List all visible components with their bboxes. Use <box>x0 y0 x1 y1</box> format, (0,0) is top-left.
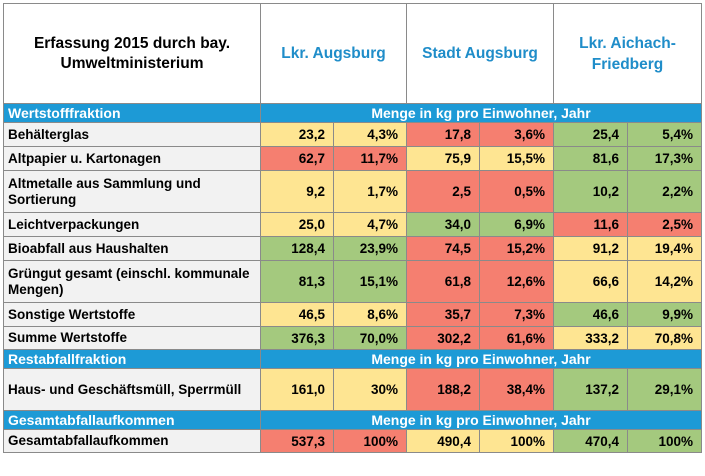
section-title: Restabfallfraktion <box>3 349 261 369</box>
table-title: Erfassung 2015 durch bay. Umweltminister… <box>3 3 261 104</box>
row-label: Sonstige Wertstoffe <box>3 302 261 327</box>
value-percent-cell: 1,7% <box>333 170 407 213</box>
value-kg-cell: 74,5 <box>406 236 480 261</box>
section-unit-note: Menge in kg pro Einwohner, Jahr <box>259 103 703 123</box>
table-row: Sonstige Wertstoffe 46,5 8,6% 35,7 7,3% 46,6 9… <box>3 302 703 327</box>
value-kg-cell: 35,7 <box>406 302 480 327</box>
value-percent-cell: 2,2% <box>627 170 703 213</box>
section-title: Gesamtabfallaufkommen <box>3 410 261 430</box>
value-kg-cell: 81,3 <box>260 260 334 303</box>
value-kg-cell: 333,2 <box>553 326 629 350</box>
value-percent-cell: 15,5% <box>478 146 555 171</box>
value-percent-cell: 15,2% <box>478 236 555 261</box>
value-kg-cell: 23,2 <box>260 122 334 147</box>
value-kg-cell: 75,9 <box>406 146 480 171</box>
value-kg-cell: 188,2 <box>406 368 480 411</box>
value-kg-cell: 11,6 <box>553 212 629 237</box>
row-label: Gesamtabfallaufkommen <box>3 429 261 453</box>
section-header-row: Wertstofffraktion Menge in kg pro Einwohn… <box>3 103 703 123</box>
value-percent-cell: 30% <box>333 368 407 411</box>
value-kg-cell: 17,8 <box>406 122 480 147</box>
value-kg-cell: 91,2 <box>553 236 629 261</box>
value-kg-cell: 34,0 <box>406 212 480 237</box>
value-percent-cell: 61,6% <box>478 326 555 350</box>
value-percent-cell: 100% <box>478 429 555 453</box>
value-percent-cell: 14,2% <box>627 260 703 303</box>
table-row: Haus- und Geschäftsmüll, Sperrmüll 161,0 3… <box>3 368 703 411</box>
value-percent-cell: 38,4% <box>478 368 555 411</box>
value-kg-cell: 46,6 <box>553 302 629 327</box>
value-kg-cell: 25,0 <box>260 212 334 237</box>
waste-statistics-table: Erfassung 2015 durch bay. Umweltminister… <box>3 3 703 453</box>
value-kg-cell: 61,8 <box>406 260 480 303</box>
row-label: Altpapier u. Kartonagen <box>3 146 261 171</box>
table-row: Grüngut gesamt (einschl. kommunale Menge… <box>3 260 703 303</box>
value-percent-cell: 100% <box>333 429 407 453</box>
row-label: Altmetalle aus Sammlung und Sortierung <box>3 170 261 213</box>
region-header-lkr-augsburg: Lkr. Augsburg <box>260 3 407 104</box>
value-kg-cell: 128,4 <box>260 236 334 261</box>
table-row: Behälterglas 23,2 4,3% 17,8 3,6% 25,4 5,4% <box>3 122 703 147</box>
section-unit-note: Menge in kg pro Einwohner, Jahr <box>259 410 703 430</box>
row-label: Grüngut gesamt (einschl. kommunale Menge… <box>3 260 261 303</box>
region-header-stadt-augsburg: Stadt Augsburg <box>405 3 555 104</box>
value-percent-cell: 4,3% <box>333 122 407 147</box>
row-label: Leichtverpackungen <box>3 212 261 237</box>
row-label: Bioabfall aus Haushalten <box>3 236 261 261</box>
section-header-row: Restabfallfraktion Menge in kg pro Einwoh… <box>3 349 703 369</box>
value-percent-cell: 23,9% <box>333 236 407 261</box>
value-percent-cell: 7,3% <box>478 302 555 327</box>
value-kg-cell: 137,2 <box>553 368 629 411</box>
value-percent-cell: 19,4% <box>627 236 703 261</box>
table-row: Altpapier u. Kartonagen 62,7 11,7% 75,9 15,5… <box>3 146 703 171</box>
table-row: Gesamtabfallaufkommen 537,3 100% 490,4 100% 4… <box>3 429 703 453</box>
value-kg-cell: 10,2 <box>553 170 629 213</box>
row-label: Behälterglas <box>3 122 261 147</box>
value-percent-cell: 29,1% <box>627 368 703 411</box>
section-unit-note: Menge in kg pro Einwohner, Jahr <box>259 349 703 369</box>
value-kg-cell: 9,2 <box>260 170 334 213</box>
value-percent-cell: 100% <box>627 429 703 453</box>
value-percent-cell: 12,6% <box>478 260 555 303</box>
value-percent-cell: 3,6% <box>478 122 555 147</box>
row-label: Haus- und Geschäftsmüll, Sperrmüll <box>3 368 261 411</box>
value-percent-cell: 70,0% <box>333 326 407 350</box>
value-kg-cell: 46,5 <box>260 302 334 327</box>
value-percent-cell: 70,8% <box>627 326 703 350</box>
value-kg-cell: 2,5 <box>406 170 480 213</box>
waste-statistics-table-container: Erfassung 2015 durch bay. Umweltminister… <box>3 3 703 453</box>
value-kg-cell: 161,0 <box>260 368 334 411</box>
value-percent-cell: 17,3% <box>627 146 703 171</box>
value-kg-cell: 537,3 <box>260 429 334 453</box>
value-kg-cell: 62,7 <box>260 146 334 171</box>
value-percent-cell: 11,7% <box>333 146 407 171</box>
value-kg-cell: 490,4 <box>406 429 480 453</box>
table-row: Bioabfall aus Haushalten 128,4 23,9% 74,5 15… <box>3 236 703 261</box>
header-row: Erfassung 2015 durch bay. Umweltminister… <box>3 3 703 104</box>
value-kg-cell: 81,6 <box>553 146 629 171</box>
region-header-lkr-aichach-friedberg: Lkr. Aichach-Friedberg <box>553 3 703 104</box>
value-kg-cell: 470,4 <box>553 429 629 453</box>
value-percent-cell: 6,9% <box>478 212 555 237</box>
value-kg-cell: 66,6 <box>553 260 629 303</box>
value-percent-cell: 8,6% <box>333 302 407 327</box>
section-header-row: Gesamtabfallaufkommen Menge in kg pro Ein… <box>3 410 703 430</box>
value-percent-cell: 0,5% <box>478 170 555 213</box>
value-percent-cell: 5,4% <box>627 122 703 147</box>
value-percent-cell: 15,1% <box>333 260 407 303</box>
table-row: Altmetalle aus Sammlung und Sortierung 9,… <box>3 170 703 213</box>
table-row: Leichtverpackungen 25,0 4,7% 34,0 6,9% 11,6 2,… <box>3 212 703 237</box>
value-kg-cell: 25,4 <box>553 122 629 147</box>
section-title: Wertstofffraktion <box>3 103 261 123</box>
value-percent-cell: 2,5% <box>627 212 703 237</box>
table-row: Summe Wertstoffe 376,3 70,0% 302,2 61,6% 333,… <box>3 326 703 350</box>
value-percent-cell: 4,7% <box>333 212 407 237</box>
row-label: Summe Wertstoffe <box>3 326 261 350</box>
value-kg-cell: 302,2 <box>406 326 480 350</box>
value-percent-cell: 9,9% <box>627 302 703 327</box>
value-kg-cell: 376,3 <box>260 326 334 350</box>
